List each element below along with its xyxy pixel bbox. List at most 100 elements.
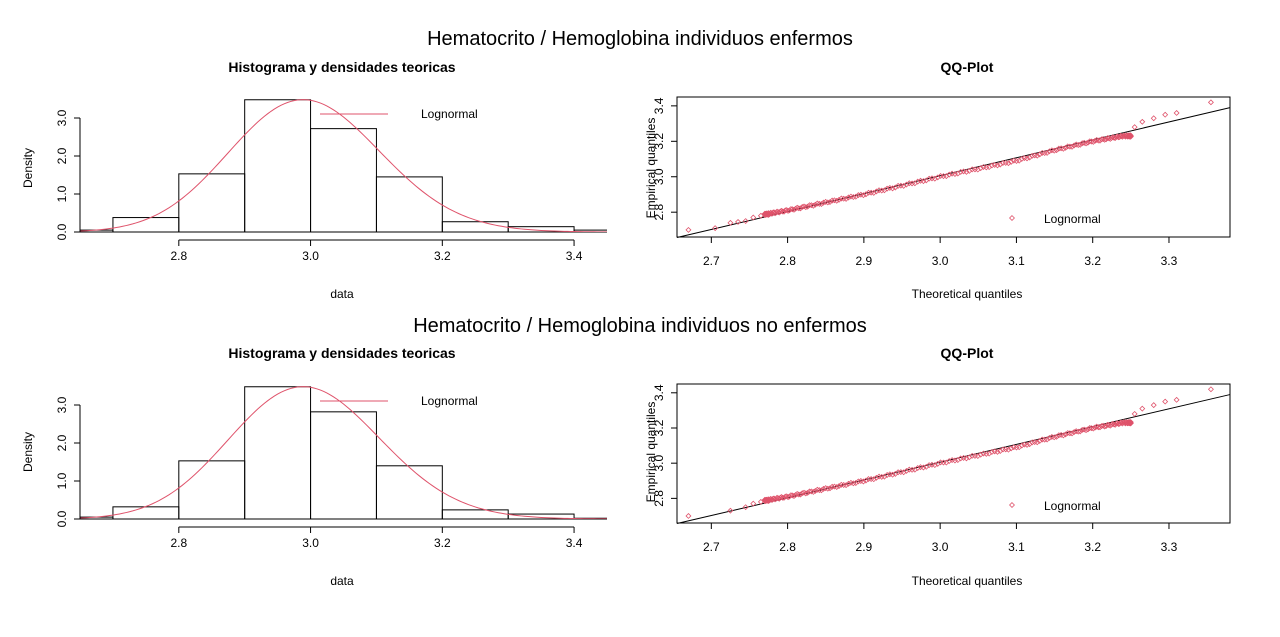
qqplot-point	[988, 449, 995, 455]
histogram-x-tick-label: 3.4	[566, 249, 583, 263]
qqplot-point	[750, 500, 757, 507]
qqplot-point	[903, 181, 910, 188]
qqplot-point	[850, 194, 857, 201]
qqplot-x-tick-label: 3.3	[1161, 540, 1178, 554]
qqplot-point	[840, 195, 847, 202]
qqplot-point	[843, 195, 850, 202]
qqplot-point	[1093, 136, 1100, 143]
histogram-y-tick-label: 2.0	[55, 434, 69, 451]
qqplot-point	[1044, 436, 1051, 443]
qqplot-point	[920, 464, 927, 471]
qqplot-point	[742, 218, 749, 225]
qqplot-point	[1069, 430, 1076, 437]
qqplot-y-tick-label: 3.0	[652, 168, 666, 185]
histogram-bar	[441, 509, 509, 519]
qqplot-point	[963, 455, 970, 462]
qqplot-point	[814, 200, 821, 207]
qqplot-point	[1062, 431, 1069, 438]
qqplot-point	[873, 474, 880, 481]
histogram-x-tick-label: 3.0	[302, 249, 319, 263]
qqplot-point	[833, 484, 840, 491]
qqplot-point	[1024, 155, 1030, 162]
qqplot-point	[1073, 141, 1080, 148]
qqplot-point	[816, 487, 823, 494]
qqplot-point	[1127, 420, 1134, 427]
qqplot-point	[920, 178, 927, 185]
legend-label-lognormal: Lognormal	[1044, 212, 1101, 226]
qqplot-point	[1075, 142, 1082, 148]
qqplot-point	[963, 168, 970, 175]
qqplot-point	[994, 162, 1001, 169]
qqplot-point	[786, 493, 793, 500]
qqplot-point	[926, 175, 933, 182]
qqplot-point	[1127, 419, 1134, 426]
qqplot-point	[824, 485, 831, 492]
qqplot-point	[1024, 441, 1030, 448]
qqplot-point	[1127, 133, 1134, 140]
qqplot-point	[1086, 425, 1093, 431]
qqplot-point	[845, 194, 852, 201]
qqplot-point	[786, 207, 793, 214]
qqplot-point	[1150, 115, 1157, 122]
qqplot-point	[1055, 145, 1062, 152]
qqplot-point	[1013, 158, 1020, 164]
qqplot-point	[870, 189, 877, 196]
qqplot-point	[1041, 436, 1048, 443]
qqplot-point	[865, 476, 872, 482]
qqplot-point	[889, 471, 896, 478]
histogram-x-tick-label: 2.8	[170, 249, 187, 263]
qqplot-point	[789, 206, 796, 213]
qqplot-x-tick-label: 3.0	[932, 540, 949, 554]
qqplot-point	[801, 489, 807, 496]
legend-label-lognormal: Lognormal	[421, 107, 478, 121]
qqplot-point	[779, 208, 786, 215]
qqplot-point	[818, 487, 825, 494]
qqplot-point	[900, 182, 907, 189]
qqplot-point	[840, 482, 847, 488]
qqplot-point	[1139, 405, 1146, 412]
qqplot-xlabel-enfermos: Theoretical quantiles	[912, 287, 1023, 301]
qqplot-point	[1090, 425, 1097, 432]
qqplot-point	[1066, 430, 1073, 437]
qqplot-point	[1207, 99, 1214, 106]
qqplot-point	[1083, 427, 1090, 434]
qqplot-point	[843, 482, 850, 489]
qqplot-point	[802, 204, 809, 211]
qqplot-point	[838, 481, 845, 488]
qqplot-point	[801, 203, 807, 210]
qqplot-point	[838, 195, 845, 202]
qqplot-point	[878, 473, 885, 480]
qqplot-point	[884, 472, 891, 478]
qqplot-point	[810, 488, 817, 495]
qqplot-point	[765, 498, 772, 504]
qqplot-point	[1005, 446, 1012, 453]
qqplot-point	[1150, 402, 1157, 409]
histogram-y-tick-label: 1.0	[55, 472, 69, 489]
qqplot-point	[1083, 140, 1090, 147]
qqplot-point	[806, 202, 813, 209]
qqplot-y-tick-label: 3.4	[652, 384, 666, 401]
qqplot-point	[977, 165, 984, 172]
qqplot-x-tick-label: 2.9	[856, 540, 873, 554]
qqplot-y-tick-label: 3.2	[652, 133, 666, 150]
qqplot-ylabel-no-enfermos: Empirical quantiles	[644, 402, 658, 503]
histogram-plot-no-enfermos: 0.0 1.0 2.0 3.0 2.8 3.0 3.2 3.4 Lognormal	[55, 386, 607, 550]
qqplot-point	[878, 187, 885, 194]
qqplot-point	[957, 455, 964, 462]
histogram-y-tick-label: 3.0	[55, 109, 69, 126]
density-curve-lognormal	[80, 386, 607, 519]
qqplot-point	[836, 483, 842, 490]
qqplot-point	[1029, 152, 1036, 159]
qqplot-point	[889, 185, 896, 192]
qqplot-point	[1051, 434, 1058, 441]
qqplot-point	[926, 462, 933, 469]
qqplot-point	[1044, 149, 1051, 156]
qqplot-point	[931, 462, 938, 469]
qqplot-point	[1053, 147, 1060, 154]
qqplot-x-tick-label: 3.2	[1084, 540, 1101, 554]
histogram-ylabel-enfermos: Density	[21, 148, 35, 188]
histogram-bar	[244, 99, 312, 232]
qqplot-point	[914, 465, 921, 471]
qqplot-point	[895, 469, 902, 476]
